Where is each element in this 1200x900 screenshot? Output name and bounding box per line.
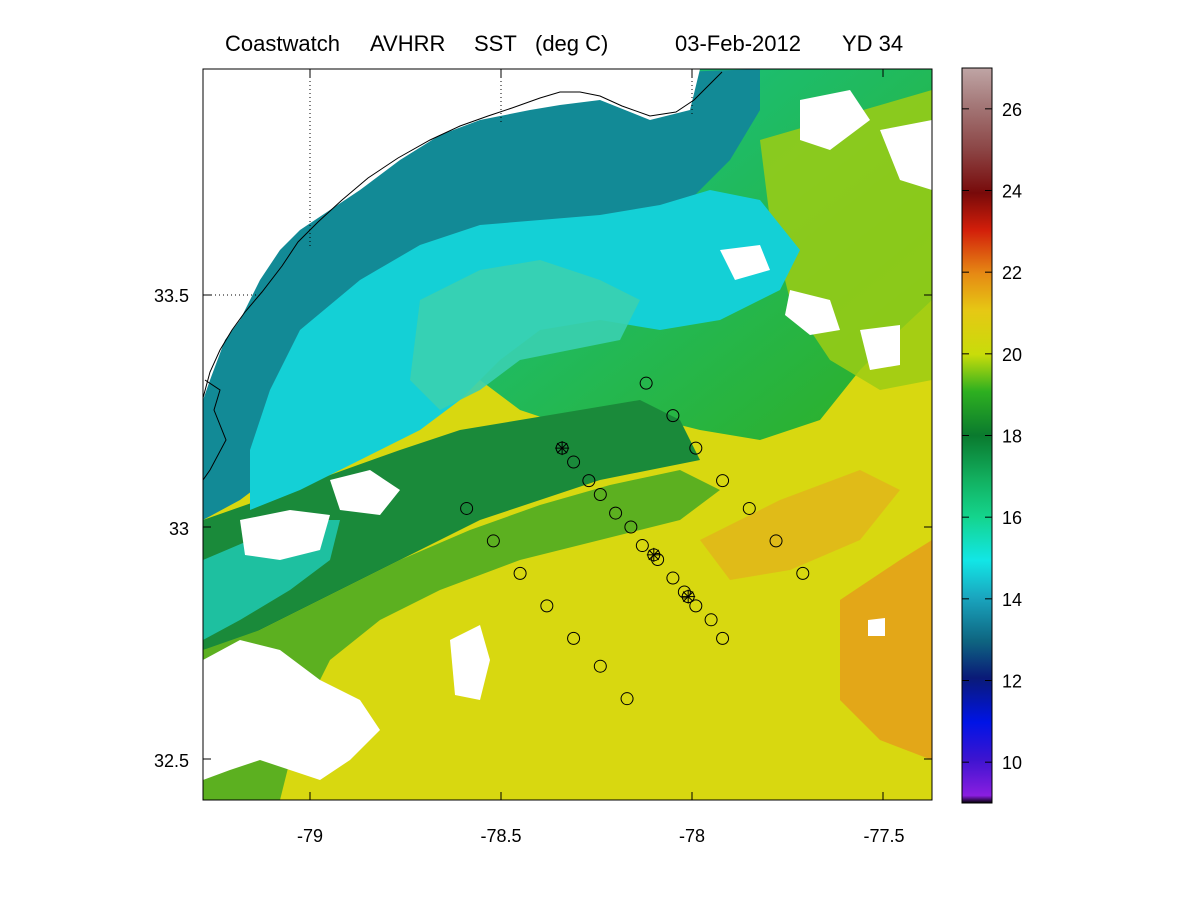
colorbar-tick-label: 24	[1002, 182, 1022, 202]
map-frame	[202, 68, 933, 801]
title-yearday: YD 34	[842, 31, 903, 56]
station-circle-marker	[567, 455, 581, 469]
station-circle-marker	[624, 520, 638, 534]
title-variable: SST	[474, 31, 517, 56]
station-circle-marker	[567, 631, 581, 645]
station-circle-marker	[620, 692, 634, 706]
station-circle-marker	[689, 441, 703, 455]
y-axis-labels: 33.5 33 32.5	[154, 286, 189, 771]
station-markers	[460, 376, 810, 706]
station-circle-marker	[677, 585, 691, 599]
station-circle-marker	[742, 501, 756, 515]
cyan-water-tongue	[250, 190, 800, 510]
mixed-water-patch	[410, 260, 640, 410]
colorbar-tick-label: 18	[1002, 427, 1022, 447]
graticule	[203, 69, 693, 296]
cloud-masks	[203, 90, 932, 780]
colorbar-tick-label: 26	[1002, 100, 1022, 120]
x-tick-label: -78	[679, 826, 705, 846]
coastline	[203, 71, 723, 399]
land-area	[203, 69, 700, 400]
station-circle-marker	[486, 534, 500, 548]
station-circle-marker	[666, 409, 680, 423]
front-light-green-band	[203, 470, 720, 800]
title-date: 03-Feb-2012	[675, 31, 801, 56]
station-circle-marker	[716, 474, 730, 488]
orange-warm-patch-southeast	[840, 540, 932, 760]
station-circle-marker	[635, 539, 649, 553]
station-circle-marker	[769, 534, 783, 548]
station-circle-marker	[666, 571, 680, 585]
station-circle-marker	[593, 659, 607, 673]
station-circle-marker	[639, 376, 653, 390]
station-circle-marker	[582, 474, 596, 488]
axis-ticks	[203, 69, 932, 800]
station-circle-marker	[460, 501, 474, 515]
x-tick-label: -77.5	[863, 826, 904, 846]
map-title: Coastwatch AVHRR SST (deg C) 03-Feb-2012…	[225, 31, 903, 56]
y-tick-label: 33	[169, 519, 189, 539]
x-tick-label: -79	[297, 826, 323, 846]
station-circle-marker	[513, 566, 527, 580]
colorbar-tick-label: 10	[1002, 753, 1022, 773]
station-circle-marker	[796, 566, 810, 580]
station-asterisk-stroke	[682, 591, 694, 602]
station-circle-marker	[593, 488, 607, 502]
colorbar-tick-label: 16	[1002, 508, 1022, 528]
colorbar-tick-label: 22	[1002, 263, 1022, 283]
colorbar-tick-label: 14	[1002, 590, 1022, 610]
station-circle-marker	[540, 599, 554, 613]
x-axis-labels: -79 -78.5 -78 -77.5	[297, 826, 905, 846]
y-tick-label: 32.5	[154, 751, 189, 771]
y-tick-label: 33.5	[154, 286, 189, 306]
station-circle-marker	[651, 552, 665, 566]
station-circle-marker	[704, 613, 718, 627]
title-source: Coastwatch	[225, 31, 340, 56]
colorbar: 26 24 22 20 18 16 14 12 10	[961, 67, 1022, 804]
x-tick-label: -78.5	[480, 826, 521, 846]
colorbar-tick-label: 20	[1002, 345, 1022, 365]
sst-map	[203, 69, 932, 800]
title-sensor: AVHRR	[370, 31, 445, 56]
title-units: (deg C)	[535, 31, 608, 56]
station-asterisk-stroke	[556, 442, 568, 454]
colorbar-ticks: 26 24 22 20 18 16 14 12 10	[962, 100, 1022, 773]
station-circle-marker	[716, 631, 730, 645]
station-circle-marker	[609, 506, 623, 520]
station-circle-marker	[689, 599, 703, 613]
orange-warm-patch-east	[700, 470, 900, 580]
front-dark-green-band	[203, 400, 700, 650]
colorbar-tick-label: 12	[1002, 672, 1022, 692]
coastline-inlet	[203, 379, 227, 481]
